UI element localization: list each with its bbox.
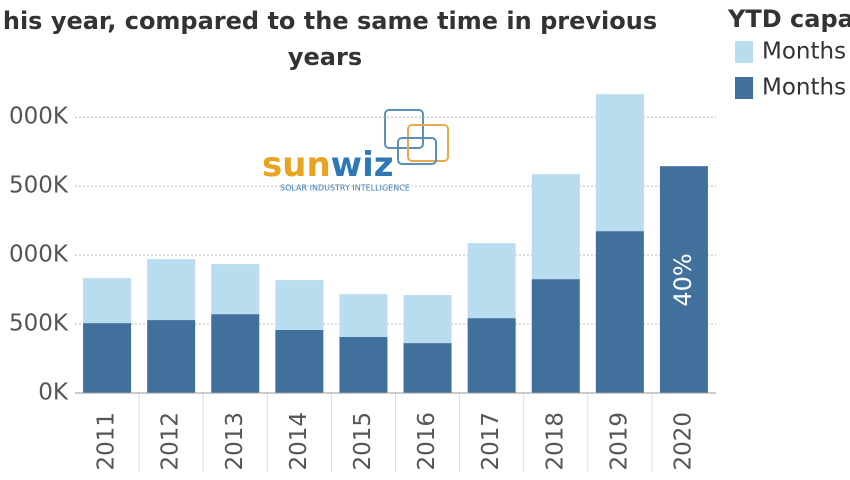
legend-title: YTD capa — [727, 5, 850, 33]
y-tick-label: 500K — [9, 311, 69, 337]
bar-segment — [275, 329, 324, 393]
legend-label: Months — [762, 39, 846, 65]
x-tick-label: 2015 — [350, 412, 376, 471]
bar-segment — [531, 279, 580, 393]
bar-segment — [147, 259, 196, 321]
logo-sun: sun — [262, 145, 331, 185]
bar-segment — [83, 278, 132, 324]
bar-segment — [211, 314, 260, 393]
x-tick-label: 2014 — [286, 412, 312, 471]
logo: sunwiz SOLAR INDUSTRY INTELLIGENCE — [262, 109, 449, 193]
logo-square — [397, 137, 437, 165]
bar-segment — [595, 94, 644, 232]
y-tick-label: 000K — [9, 104, 69, 130]
chart-title: his year, compared to the same time in p… — [3, 7, 657, 35]
logo-wiz: wiz — [331, 145, 394, 185]
bar-segment — [531, 174, 580, 280]
bar-segment — [83, 323, 132, 393]
y-tick-label: 000K — [9, 242, 69, 268]
x-tick-label: 2019 — [606, 412, 632, 471]
x-tick-label: 2017 — [478, 412, 504, 471]
bar-segment — [211, 264, 260, 315]
logo-text: sunwiz — [262, 145, 394, 185]
y-tick-label: 0K — [38, 380, 69, 406]
annotation: 40% — [669, 253, 697, 306]
bar-segment — [467, 243, 516, 319]
logo-tagline: SOLAR INDUSTRY INTELLIGENCE — [280, 184, 410, 193]
chart-title: years — [288, 43, 362, 71]
bar-segment — [339, 337, 388, 393]
legend-swatch — [735, 77, 753, 99]
bar-segment — [595, 231, 644, 393]
x-tick-label: 2011 — [94, 412, 120, 471]
x-tick-label: 2012 — [158, 412, 184, 471]
x-tick-label: 2020 — [670, 412, 696, 471]
x-tick-label: 2016 — [414, 412, 440, 471]
legend-label: Months — [762, 75, 846, 101]
bar-segment — [275, 280, 324, 330]
legend-swatch — [735, 41, 753, 63]
x-tick-label: 2013 — [222, 412, 248, 471]
bar-segment — [403, 343, 452, 393]
bar-segment — [659, 166, 708, 393]
bar-segment — [403, 295, 452, 344]
logo-square — [384, 109, 424, 149]
bar-segment — [467, 318, 516, 393]
y-tick-label: 500K — [9, 173, 69, 199]
bar-segment — [147, 320, 196, 393]
bar-segment — [339, 294, 388, 338]
x-tick-label: 2018 — [542, 412, 568, 471]
logo-square — [407, 124, 449, 162]
